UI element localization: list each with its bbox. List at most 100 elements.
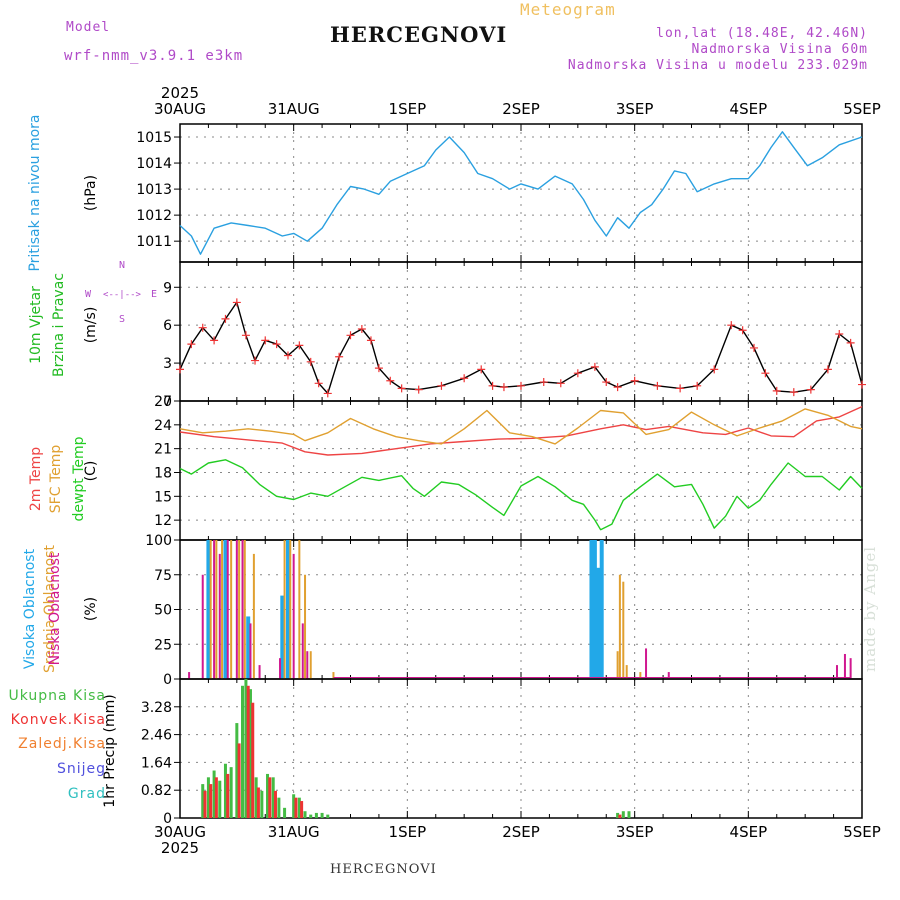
cloud-bar bbox=[332, 672, 335, 679]
y-tick-label: 0 bbox=[163, 811, 172, 827]
pressure-line bbox=[179, 131, 863, 255]
y-tick-label: 3 bbox=[163, 356, 172, 372]
cloud-bar bbox=[667, 672, 670, 679]
date-label-top: 31AUG bbox=[268, 100, 320, 118]
precip-bar bbox=[627, 811, 631, 818]
precip-bar bbox=[268, 777, 272, 818]
wind-marker bbox=[397, 384, 406, 393]
year-label-bottom: 2025 bbox=[161, 839, 199, 857]
date-label-bottom: 4SEP bbox=[730, 823, 768, 841]
y-tick-label: 12 bbox=[154, 513, 172, 529]
precip-bar bbox=[209, 784, 213, 818]
precip-bar bbox=[297, 797, 301, 818]
wind-marker bbox=[488, 381, 497, 390]
y-tick-label: 25 bbox=[154, 637, 172, 653]
precip-bar bbox=[235, 723, 239, 818]
wind-marker bbox=[323, 389, 332, 398]
wind-marker bbox=[590, 362, 599, 371]
model-label: Model bbox=[66, 20, 111, 35]
wind-marker bbox=[477, 365, 486, 374]
wind-marker bbox=[314, 379, 323, 388]
wind-marker bbox=[437, 381, 446, 390]
wind-marker bbox=[251, 356, 260, 365]
cloud-bar bbox=[592, 540, 597, 679]
cloud-bar bbox=[616, 651, 619, 679]
wind-marker bbox=[386, 376, 395, 385]
wind-marker bbox=[761, 369, 770, 378]
compass-n: N bbox=[119, 260, 125, 271]
cloud-bar bbox=[230, 540, 233, 679]
cloud-bar bbox=[622, 581, 625, 679]
precip-bar bbox=[229, 767, 233, 818]
y-tick-label: 18 bbox=[154, 465, 172, 481]
precip-bar bbox=[201, 784, 205, 818]
wind-marker bbox=[823, 365, 832, 374]
precip-bar bbox=[273, 790, 277, 818]
wind-marker bbox=[858, 380, 866, 389]
wind-marker bbox=[241, 331, 250, 340]
date-label-bottom: 30AUG bbox=[154, 823, 206, 841]
precip-bar bbox=[223, 763, 227, 818]
precip-bar bbox=[292, 794, 296, 818]
wind-marker bbox=[710, 365, 719, 374]
y-tick-label: 50 bbox=[154, 603, 172, 619]
wind-marker bbox=[187, 340, 196, 349]
date-axis: 30AUG 30AUG 31AUG 31AUG 1SEP 1SEP 2SEP 2SEP 3SEP… bbox=[154, 84, 881, 857]
wind-marker bbox=[738, 326, 747, 335]
cloud-bar bbox=[226, 540, 229, 679]
cloud-bar bbox=[309, 651, 312, 679]
precip-bar bbox=[271, 777, 275, 818]
compass-rose: N S W E <--|--> bbox=[85, 260, 157, 325]
wind-marker bbox=[727, 321, 736, 330]
panel-frame bbox=[179, 678, 863, 819]
wind-marker bbox=[346, 331, 355, 340]
wind-marker bbox=[676, 384, 685, 393]
y-tick-label: 2.46 bbox=[141, 728, 172, 744]
precip-bar bbox=[266, 773, 270, 818]
precip-bar bbox=[616, 812, 620, 818]
date-label-top: 4SEP bbox=[730, 100, 768, 118]
wind-marker bbox=[176, 365, 184, 374]
precip-bar bbox=[241, 685, 245, 818]
cloud-bar bbox=[849, 658, 852, 679]
model-altitude-label: Nadmorska Visina u modelu 233.029m bbox=[567, 58, 868, 73]
year-label-top: 2025 bbox=[161, 84, 199, 102]
wind-marker bbox=[630, 376, 639, 385]
wind-speed-line bbox=[179, 301, 863, 395]
wind-marker bbox=[357, 324, 366, 333]
cloud-bar bbox=[252, 553, 255, 679]
cloud-bar bbox=[280, 595, 285, 679]
precip-bar bbox=[314, 812, 318, 818]
wind-marker bbox=[602, 378, 611, 387]
y-tick-label: 0 bbox=[163, 672, 172, 688]
wind-marker bbox=[556, 379, 565, 388]
wind-marker bbox=[261, 336, 270, 345]
panel-frame bbox=[179, 123, 863, 263]
date-label-bottom: 5SEP bbox=[843, 823, 881, 841]
date-label-bottom: 2SEP bbox=[502, 823, 540, 841]
cloud-bar bbox=[249, 623, 252, 679]
cloud-panel: 0 25 50 75 100 bbox=[145, 533, 863, 688]
wind-panel: 0 3 6 9 bbox=[163, 261, 866, 410]
y-tick-label: 1015 bbox=[136, 130, 172, 146]
precip-bar bbox=[309, 814, 313, 818]
y-tick-label: 1013 bbox=[136, 182, 172, 198]
precip-bar bbox=[244, 679, 248, 818]
wind-marker bbox=[499, 383, 508, 392]
precip-bar bbox=[277, 797, 281, 818]
precip-panel: 0 0.82 1.64 2.46 3.28 bbox=[141, 678, 863, 827]
y-tick-label: 1012 bbox=[136, 208, 172, 224]
cloud-bar bbox=[306, 651, 309, 679]
cloud-bar bbox=[843, 653, 846, 679]
cloud-bar bbox=[223, 540, 228, 679]
wind-marker bbox=[198, 323, 207, 332]
cloud-bar bbox=[835, 665, 838, 679]
cloud-bar bbox=[243, 540, 246, 679]
wind-marker bbox=[693, 381, 702, 390]
y-tick-label: 100 bbox=[145, 533, 172, 549]
cloud-bar bbox=[235, 540, 238, 679]
compass-w: W bbox=[85, 289, 92, 300]
cloud-bar bbox=[625, 665, 628, 679]
wind-marker bbox=[613, 383, 622, 392]
